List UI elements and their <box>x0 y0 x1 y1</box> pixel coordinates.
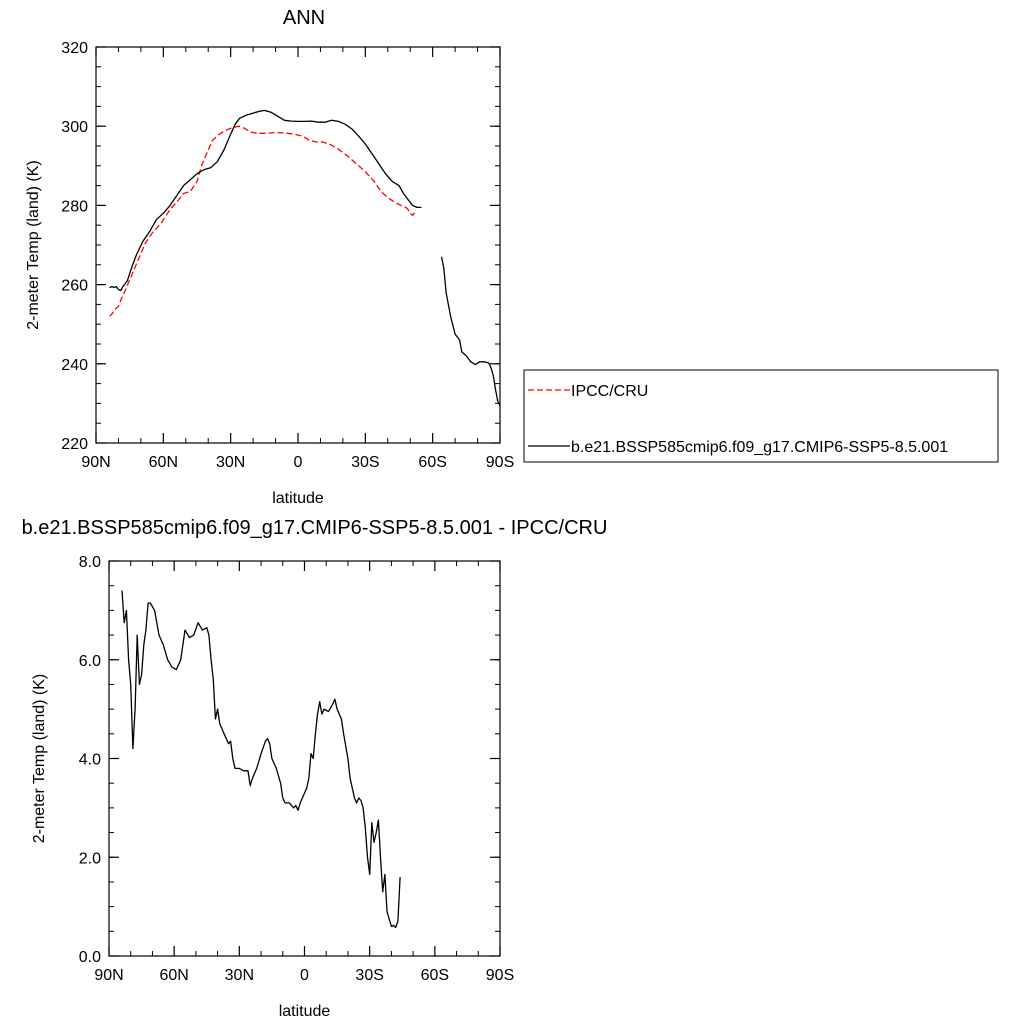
x-tick-label: 60S <box>418 454 446 471</box>
x-tick-label: 30N <box>216 454 245 471</box>
y-tick-label: 2.0 <box>79 850 101 867</box>
y-tick-label: 300 <box>61 119 88 136</box>
y-tick-label: 8.0 <box>79 554 101 571</box>
x-tick-label: 60S <box>421 967 449 984</box>
legend-box <box>523 369 999 463</box>
y-tick-label: 4.0 <box>79 752 101 769</box>
x-tick-label: 90S <box>486 967 514 984</box>
y-tick-label: 280 <box>61 198 88 215</box>
y-tick-label: 0.0 <box>79 949 101 966</box>
y-tick-label: 320 <box>61 40 88 57</box>
series-line-1-segment-1 <box>440 256 501 406</box>
x-tick-label: 30N <box>225 967 254 984</box>
y-tick-label: 240 <box>61 357 88 374</box>
y-tick-label: 220 <box>61 436 88 453</box>
series-line-0-segment-0 <box>121 590 401 929</box>
y-axis-label: 2-meter Temp (land) (K) <box>31 674 48 844</box>
chart-annual-temperature: ANN 90N 60N 30N 0 30S 60S 90S 220 240 260 280 300 320… <box>25 7 514 507</box>
x-tick-label: 30S <box>351 454 379 471</box>
plot-frame <box>108 560 501 957</box>
x-tick-label: 0 <box>294 454 303 471</box>
legend: IPCC/CRU b.e21.BSSP585cmip6.f09_g17.CMIP6… <box>523 369 999 463</box>
chart-title: ANN <box>283 7 325 29</box>
series-line-0-segment-0 <box>109 125 416 317</box>
x-tick-label: 60N <box>149 454 178 471</box>
y-axis-label: 2-meter Temp (land) (K) <box>25 160 42 330</box>
y-tick-label: 260 <box>61 278 88 295</box>
x-tick-label: 90N <box>81 454 110 471</box>
x-axis-label: latitude <box>279 1003 331 1020</box>
chart-title: b.e21.BSSP585cmip6.f09_g17.CMIP6-SSP5-8.… <box>22 517 608 539</box>
legend-label: b.e21.BSSP585cmip6.f09_g17.CMIP6-SSP5-8.… <box>571 439 948 456</box>
series-line-1-segment-0 <box>109 109 422 292</box>
x-tick-label: 30S <box>355 967 383 984</box>
legend-label: IPCC/CRU <box>571 383 648 400</box>
x-tick-label: 90S <box>486 454 514 471</box>
plot-frame <box>95 46 501 444</box>
x-tick-label: 60N <box>159 967 188 984</box>
x-tick-label: 0 <box>300 967 309 984</box>
y-tick-label: 6.0 <box>79 653 101 670</box>
x-axis-label: latitude <box>272 490 324 507</box>
x-tick-label: 90N <box>94 967 123 984</box>
chart-temperature-difference: b.e21.BSSP585cmip6.f09_g17.CMIP6-SSP5-8.… <box>22 517 608 1020</box>
